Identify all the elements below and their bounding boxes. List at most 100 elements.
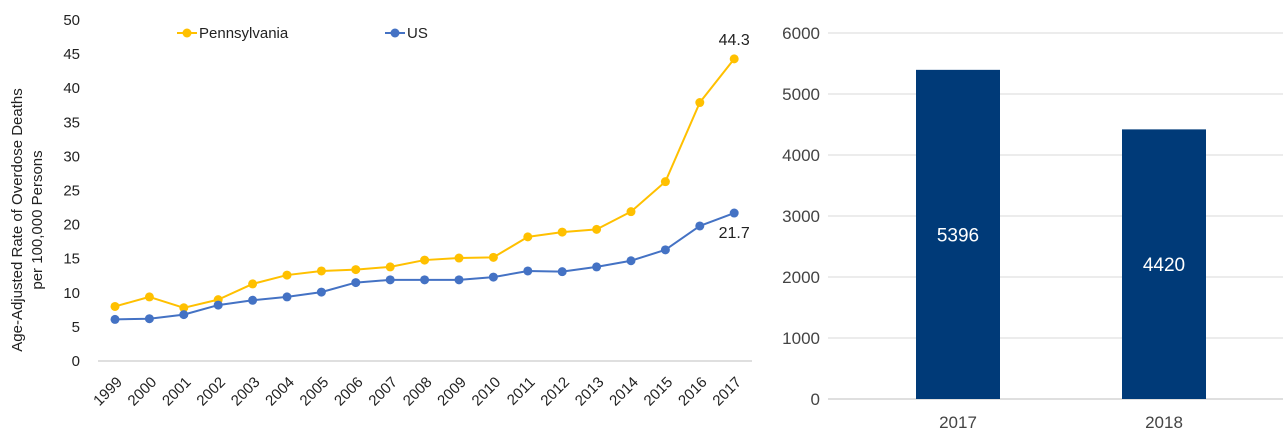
point-pennsylvania-2004 [282, 270, 292, 280]
point-pennsylvania-2014 [626, 207, 636, 217]
legend-marker-pennsylvania [182, 28, 192, 38]
series-line-pennsylvania [114, 58, 735, 309]
bar-labels: 5396 4420 [937, 225, 1185, 276]
legend-marker-us [390, 28, 400, 38]
gridlines [828, 32, 1283, 400]
y-tick-45: 45 [63, 46, 80, 63]
point-us-2008 [420, 275, 430, 285]
bar-x-tick-2017: 2017 [939, 413, 977, 432]
x-tick-2017: 2017 [709, 374, 745, 410]
y-axis-label: Age-Adjusted Rate of Overdose Deaths per… [9, 88, 46, 351]
bars [916, 69, 1206, 400]
series-group [110, 54, 739, 324]
bar-2018 [1122, 129, 1206, 399]
legend-item-us: US [385, 25, 428, 42]
bar-y-tick-4000: 4000 [782, 146, 820, 165]
x-tick-2002: 2002 [193, 374, 229, 410]
point-pennsylvania-2005 [316, 266, 326, 276]
x-tick-2006: 2006 [331, 374, 367, 410]
y-axis-label-line-2: per 100,000 Persons [29, 150, 46, 289]
bar-y-axis-ticks: 0 1000 2000 3000 4000 5000 6000 [782, 24, 820, 409]
x-tick-2016: 2016 [675, 374, 711, 410]
x-tick-2010: 2010 [469, 374, 505, 410]
y-tick-50: 50 [63, 12, 80, 29]
x-tick-1999: 1999 [90, 374, 126, 410]
bar-x-tick-2018: 2018 [1145, 413, 1183, 432]
point-pennsylvania-2001 [179, 303, 189, 313]
point-pennsylvania-2011 [523, 232, 533, 242]
data-labels: 44.3 21.7 [719, 32, 750, 242]
point-us-2006 [351, 278, 361, 288]
y-tick-0: 0 [72, 353, 80, 370]
point-pennsylvania-2016 [695, 98, 705, 108]
x-tick-2015: 2015 [641, 374, 677, 410]
point-us-2001 [179, 310, 189, 320]
point-pennsylvania-1999 [110, 301, 120, 311]
y-tick-10: 10 [63, 285, 80, 302]
point-pennsylvania-2000 [144, 292, 154, 302]
point-pennsylvania-2009 [454, 253, 464, 263]
x-tick-2013: 2013 [572, 374, 608, 410]
point-pennsylvania-2015 [660, 177, 670, 187]
point-us-2012 [557, 267, 567, 277]
point-pennsylvania-2006 [351, 265, 361, 275]
point-us-2011 [523, 266, 533, 276]
point-pennsylvania-2017 [729, 54, 739, 64]
y-tick-35: 35 [63, 114, 80, 131]
y-axis-ticks: 0 5 10 15 20 25 30 35 40 45 50 [63, 12, 80, 370]
legend-label-pennsylvania: Pennsylvania [199, 25, 289, 42]
point-us-2016 [695, 221, 705, 231]
point-us-2017 [729, 208, 739, 218]
series-pennsylvania [110, 54, 739, 313]
point-us-2000 [144, 314, 154, 324]
x-tick-2012: 2012 [537, 374, 573, 410]
point-pennsylvania-2012 [557, 227, 567, 237]
bar-label-2018: 4420 [1143, 255, 1185, 276]
x-axis-ticks: 1999200020012002200320042005200620072008… [90, 374, 745, 410]
bar-y-tick-0: 0 [811, 390, 820, 409]
bar-y-tick-6000: 6000 [782, 24, 820, 43]
x-tick-2014: 2014 [606, 374, 642, 410]
bar-x-axis-ticks: 2017 2018 [939, 413, 1183, 432]
x-tick-2004: 2004 [262, 374, 298, 410]
bar-2017 [916, 69, 1000, 400]
point-us-2010 [488, 272, 498, 282]
x-tick-2009: 2009 [434, 374, 470, 410]
x-tick-2008: 2008 [400, 374, 436, 410]
x-tick-2011: 2011 [504, 374, 539, 409]
point-pennsylvania-2013 [592, 224, 602, 234]
bar-y-tick-5000: 5000 [782, 85, 820, 104]
y-tick-40: 40 [63, 80, 80, 97]
point-pennsylvania-2008 [420, 255, 430, 265]
point-us-2015 [660, 245, 670, 255]
point-us-2013 [592, 262, 602, 272]
legend-label-us: US [407, 25, 428, 42]
series-us [110, 208, 739, 324]
y-tick-15: 15 [63, 251, 80, 268]
point-us-1999 [110, 314, 120, 324]
x-tick-2007: 2007 [365, 374, 401, 410]
bar-chart: 0 1000 2000 3000 4000 5000 6000 2017 2018 5396 4… [782, 24, 1283, 432]
legend-item-pennsylvania: Pennsylvania [177, 25, 289, 42]
series-line-us [114, 212, 735, 321]
bar-y-tick-2000: 2000 [782, 268, 820, 287]
point-pennsylvania-2010 [488, 252, 498, 262]
x-tick-2000: 2000 [125, 374, 161, 410]
point-us-2004 [282, 292, 292, 302]
line-chart: Age-Adjusted Rate of Overdose Deaths per… [9, 12, 752, 409]
legend: Pennsylvania US [177, 25, 428, 42]
x-tick-2001: 2001 [159, 374, 195, 410]
y-axis-label-line-1: Age-Adjusted Rate of Overdose Deaths [9, 88, 26, 351]
x-tick-2003: 2003 [228, 374, 264, 410]
point-pennsylvania-2003 [248, 279, 258, 289]
y-tick-25: 25 [63, 183, 80, 200]
y-tick-20: 20 [63, 217, 80, 234]
point-pennsylvania-2007 [385, 262, 395, 272]
point-us-2005 [316, 287, 326, 297]
bar-y-tick-3000: 3000 [782, 207, 820, 226]
data-label-pennsylvania-2017: 44.3 [719, 32, 750, 49]
point-us-2007 [385, 275, 395, 285]
point-us-2002 [213, 300, 223, 310]
point-us-2009 [454, 275, 464, 285]
bar-y-tick-1000: 1000 [782, 329, 820, 348]
